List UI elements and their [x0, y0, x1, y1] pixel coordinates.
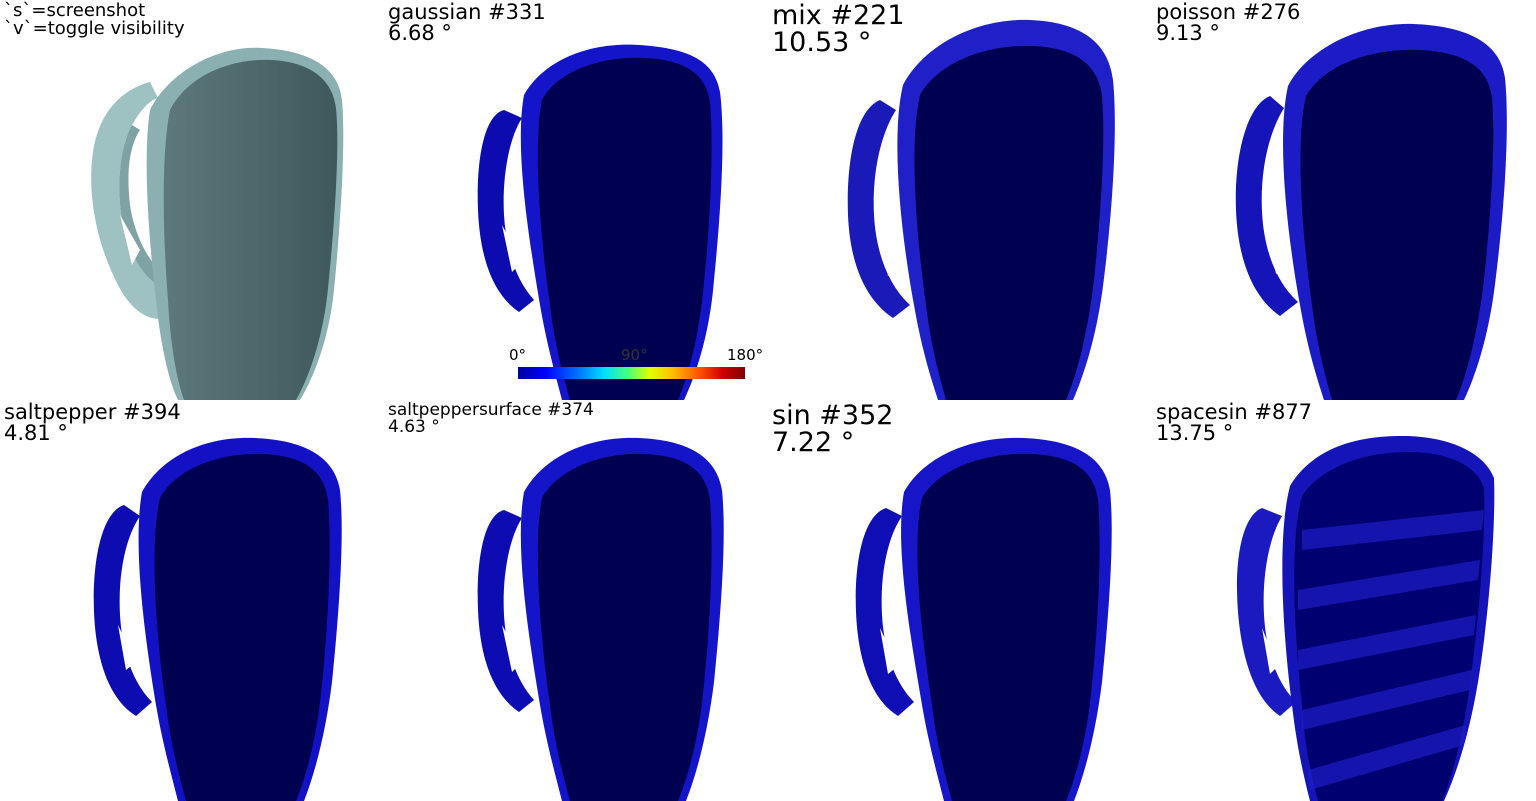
viewport-original[interactable]: `s`=screenshot `v`=toggle visibility [0, 0, 384, 400]
viewport-sin[interactable]: sin #352 7.22 ° [768, 400, 1152, 801]
ear-mesh-original [91, 47, 344, 400]
panel-error-value: 7.22 ° [772, 427, 855, 458]
ear-mesh-error-map [477, 437, 724, 801]
panel-title: spacesin #877 [1156, 400, 1313, 424]
panel-error-value: 9.13 ° [1156, 21, 1220, 45]
ear-mesh-error-map [477, 44, 723, 400]
panel-error-value: 6.68 ° [388, 21, 452, 45]
help-line-visibility: `v`=toggle visibility [4, 18, 185, 39]
panel-caption: saltpepper #394 4.81 ° [4, 402, 181, 444]
panel-title: sin #352 [772, 400, 894, 431]
ear-mesh-error-map [847, 19, 1115, 400]
viewport-saltpeppersurface[interactable]: saltpeppersurface #374 4.63 ° [384, 400, 768, 801]
panel-error-value: 13.75 ° [1156, 421, 1234, 445]
panel-title: saltpepper #394 [4, 400, 181, 424]
panel-title: mix #221 [772, 0, 905, 31]
colorbar-mid-label: 90° [621, 346, 648, 364]
viewport-mix[interactable]: mix #221 10.53 ° [768, 0, 1152, 400]
ear-mesh-error-map [1237, 436, 1495, 801]
panel-error-value: 4.63 ° [388, 417, 440, 437]
panel-caption: sin #352 7.22 ° [772, 402, 893, 456]
ear-mesh-error-map [1235, 23, 1507, 400]
colorbar-min-label: 0° [509, 346, 527, 364]
viewport-gaussian[interactable]: gaussian #331 6.68 ° [384, 0, 768, 400]
ear-mesh-error-map [855, 437, 1112, 801]
colorbar-max-label: 180° [727, 346, 764, 364]
panel-caption: poisson #276 9.13 ° [1156, 2, 1300, 44]
panel-title: gaussian #331 [388, 0, 546, 24]
panel-caption: gaussian #331 6.68 ° [388, 2, 546, 44]
viewport-poisson[interactable]: poisson #276 9.13 ° [1152, 0, 1536, 400]
panel-caption: saltpeppersurface #374 4.63 ° [388, 402, 594, 436]
panel-caption: spacesin #877 13.75 ° [1156, 402, 1312, 444]
panel-error-value: 4.81 ° [4, 421, 68, 445]
help-line-screenshot: `s`=screenshot [4, 0, 146, 21]
viewport-saltpepper[interactable]: saltpepper #394 4.81 ° [0, 400, 384, 801]
panel-caption: mix #221 10.53 ° [772, 2, 905, 56]
panel-title: saltpeppersurface #374 [388, 400, 594, 420]
viewport-spacesin[interactable]: spacesin #877 13.75 ° [1152, 400, 1536, 801]
help-text: `s`=screenshot `v`=toggle visibility [4, 2, 185, 38]
ear-mesh-error-map [93, 437, 342, 801]
panel-title: poisson #276 [1156, 0, 1301, 24]
colorbar [518, 367, 745, 379]
panel-error-value: 10.53 ° [772, 27, 872, 58]
